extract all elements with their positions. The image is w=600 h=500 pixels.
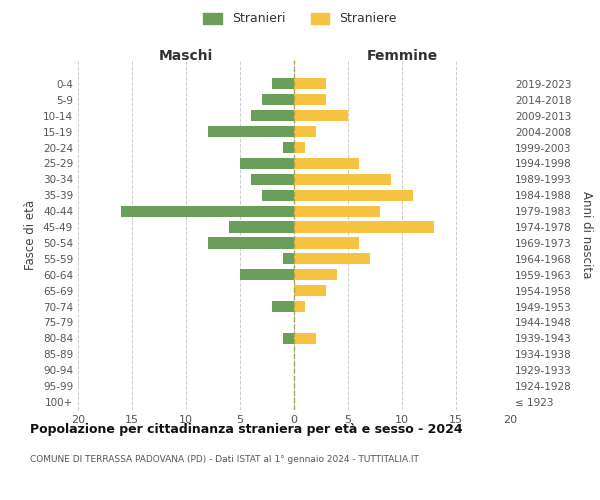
Text: COMUNE DI TERRASSA PADOVANA (PD) - Dati ISTAT al 1° gennaio 2024 - TUTTITALIA.IT: COMUNE DI TERRASSA PADOVANA (PD) - Dati … [30,455,419,464]
Bar [251,174,294,185]
Bar [294,190,413,201]
Bar [283,142,294,153]
Bar [229,222,294,232]
Bar [283,254,294,264]
Bar [294,126,316,137]
Legend: Stranieri, Straniere: Stranieri, Straniere [199,8,401,29]
Bar [294,158,359,169]
Text: Popolazione per cittadinanza straniera per età e sesso - 2024: Popolazione per cittadinanza straniera p… [30,422,463,436]
Bar [262,190,294,201]
Y-axis label: Anni di nascita: Anni di nascita [580,192,593,278]
Bar [294,78,326,90]
Bar [294,285,326,296]
Bar [294,254,370,264]
Text: Maschi: Maschi [159,49,213,63]
Bar [208,126,294,137]
Bar [294,238,359,248]
Bar [262,94,294,106]
Bar [240,158,294,169]
Bar [294,222,434,232]
Bar [294,206,380,216]
Bar [294,269,337,280]
Bar [272,78,294,90]
Bar [294,333,316,344]
Bar [294,110,348,122]
Bar [272,301,294,312]
Bar [121,206,294,216]
Bar [294,94,326,106]
Bar [283,333,294,344]
Text: Femmine: Femmine [367,49,437,63]
Bar [208,238,294,248]
Bar [294,174,391,185]
Bar [240,269,294,280]
Bar [251,110,294,122]
Bar [294,301,305,312]
Bar [294,142,305,153]
Y-axis label: Fasce di età: Fasce di età [25,200,37,270]
